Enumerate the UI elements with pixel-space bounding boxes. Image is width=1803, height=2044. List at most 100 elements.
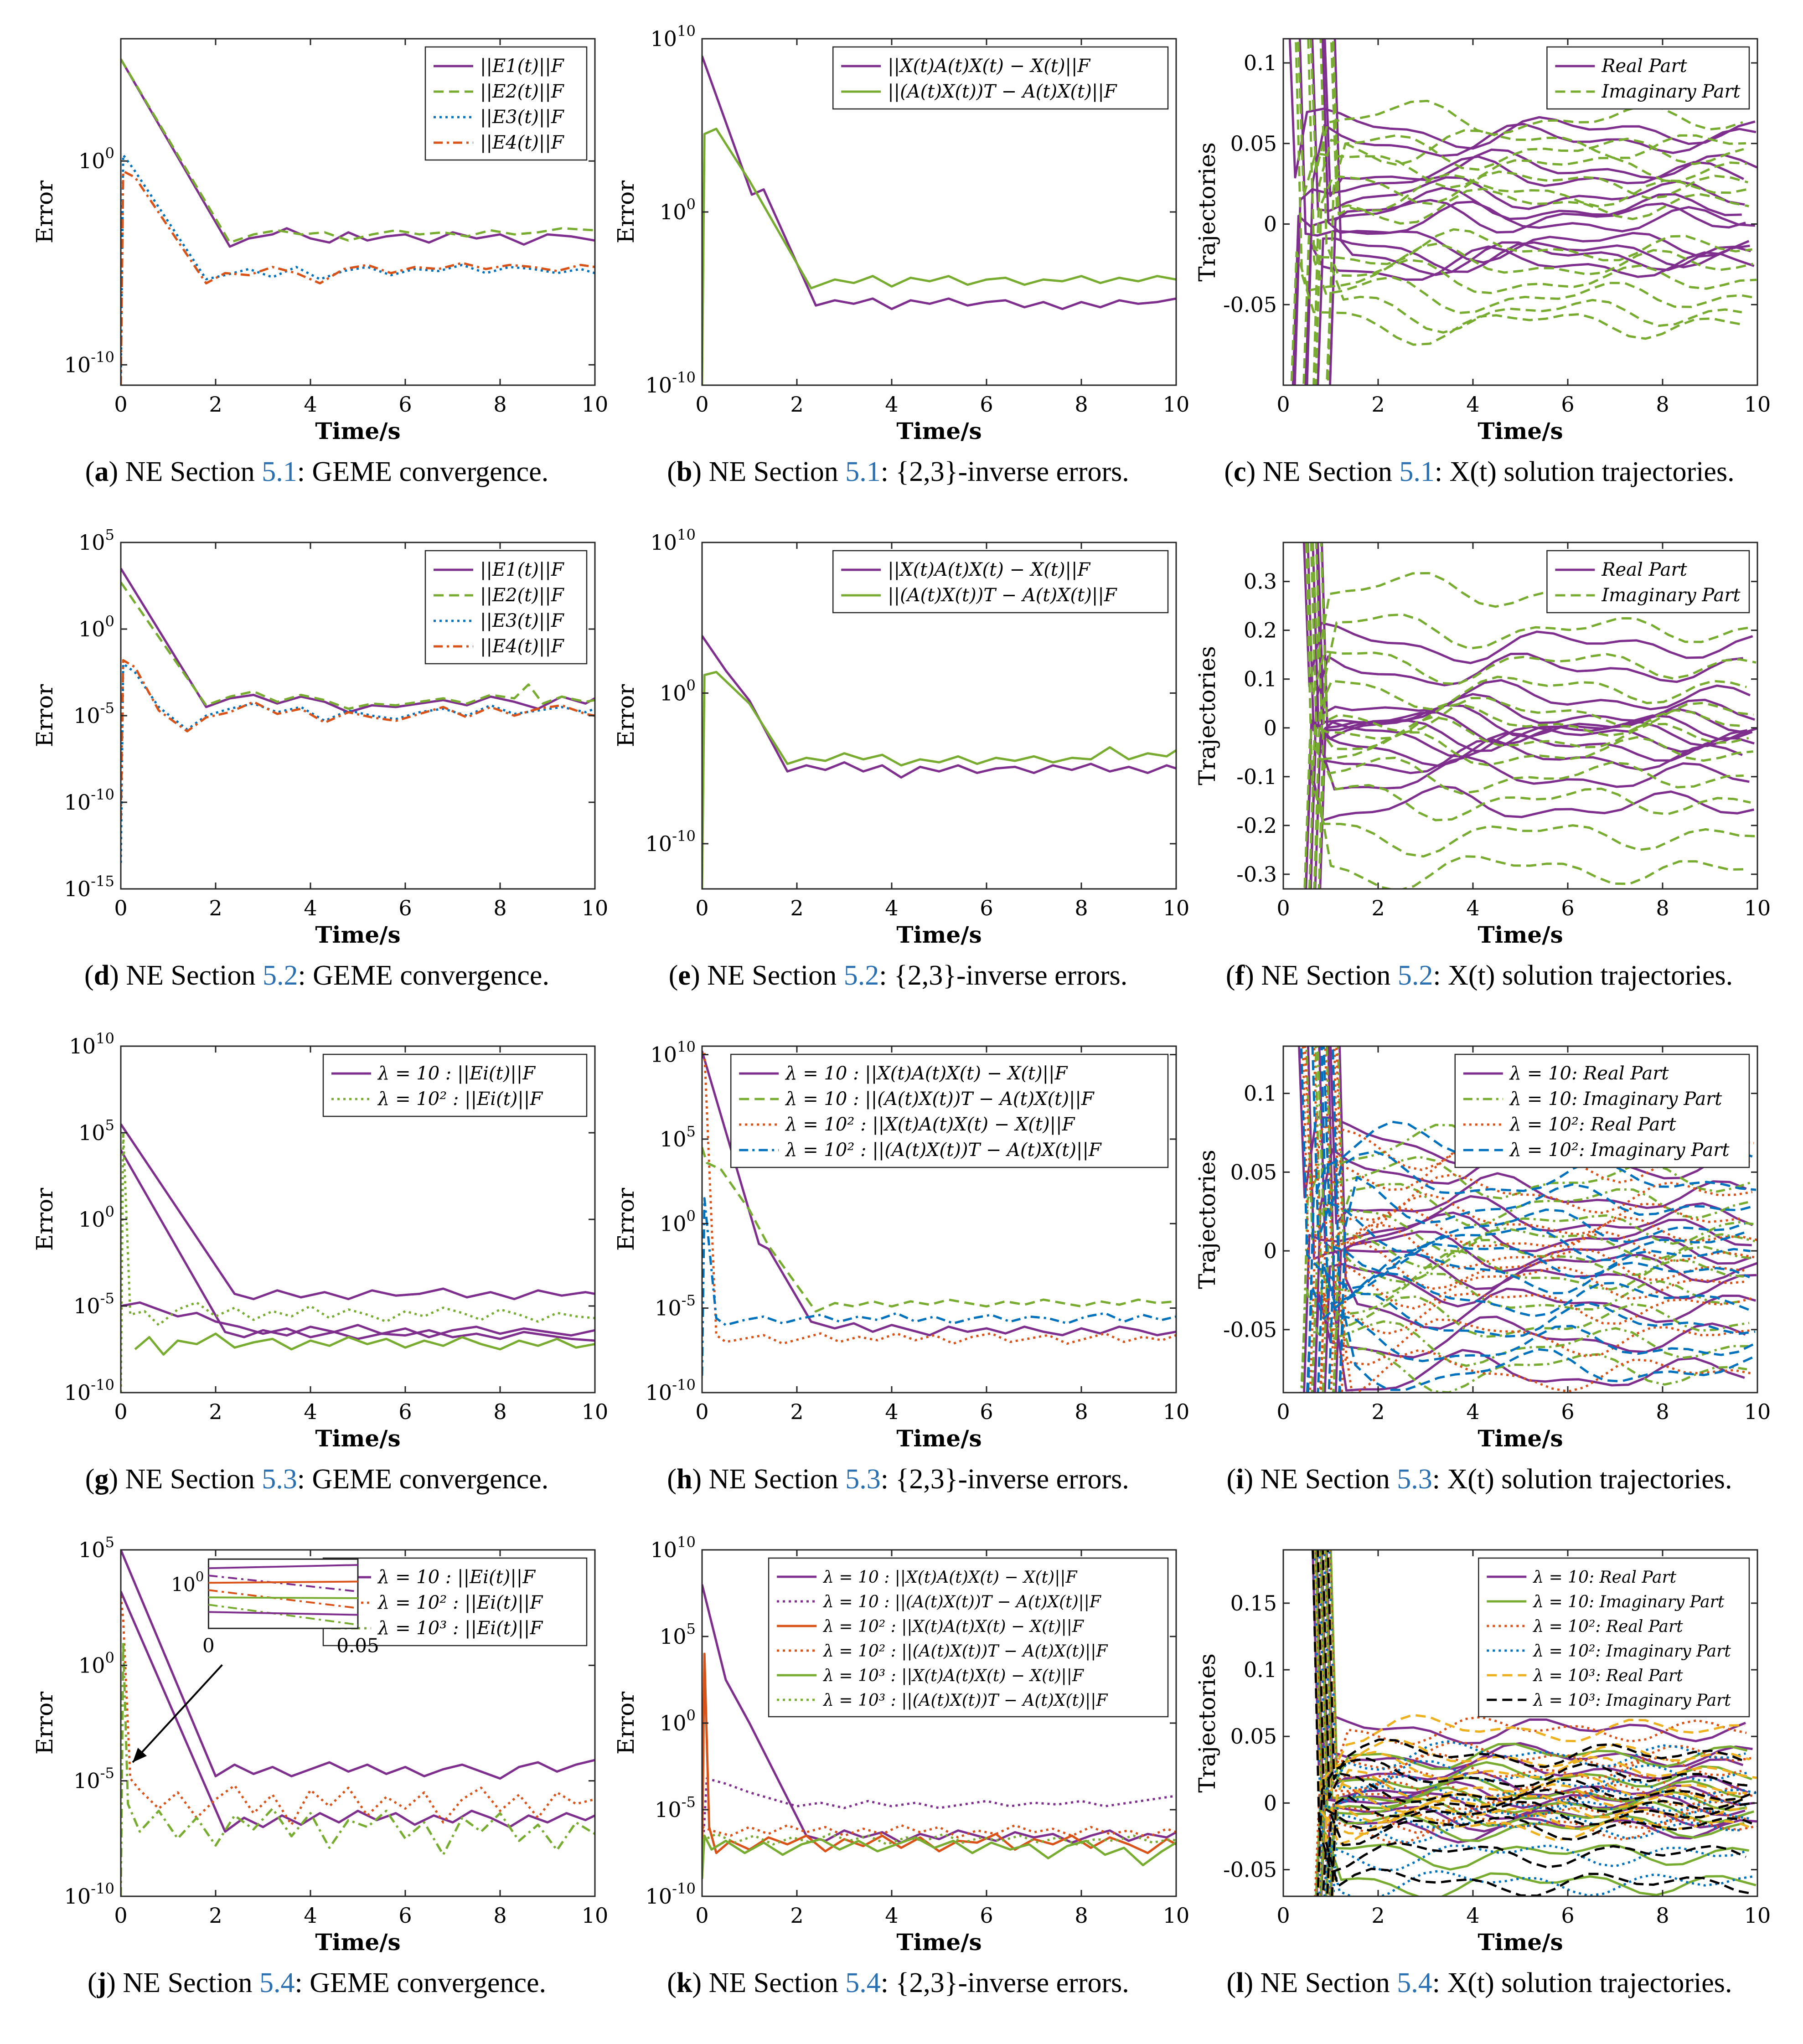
x-tick-label: 10	[582, 1399, 609, 1424]
x-tick-label: 10	[582, 392, 609, 417]
series-line-1	[121, 1123, 595, 1301]
x-tick-label: 6	[1561, 1903, 1574, 1928]
trajectory-line	[1332, 39, 1749, 225]
x-tick-label: 4	[304, 1399, 317, 1424]
caption-text: : {2,3}-inverse errors.	[880, 1967, 1129, 1998]
x-tick-label: 8	[1656, 896, 1669, 920]
section-ref-link[interactable]: 5.1	[845, 456, 881, 487]
x-tick-label: 2	[209, 1399, 222, 1424]
plot-area	[1311, 1550, 1757, 1896]
caption-k: (k) NE Section 5.4: {2,3}-inverse errors…	[593, 1967, 1204, 1999]
plot-area	[121, 58, 595, 385]
section-ref-link[interactable]: 5.4	[1397, 1967, 1432, 1998]
trajectory-line	[1302, 542, 1753, 688]
section-ref-link[interactable]: 5.2	[262, 960, 298, 991]
series-line-3	[702, 1652, 1176, 1862]
caption-text: NE Section	[700, 960, 844, 991]
y-tick-label: 100	[78, 613, 114, 641]
trajectory-line	[1319, 1293, 1752, 1393]
trajectory-line	[1327, 1550, 1745, 1768]
legend-label: λ = 10³ : ||X(t)A(t)X(t) − X(t)||F	[822, 1667, 1085, 1685]
x-tick-label: 0	[1276, 1399, 1290, 1424]
trajectory-line	[1304, 765, 1755, 889]
inset-line	[208, 1611, 358, 1616]
trajectory-line	[1314, 170, 1748, 385]
legend: λ = 10 : ||Ei(t)||F λ = 10² : ||Ei(t)||F λ…	[322, 1557, 588, 1647]
section-ref-link[interactable]: 5.3	[845, 1464, 881, 1495]
y-tick-label: 0.1	[1244, 51, 1277, 75]
legend: ||E1(t)||F ||E2(t)||F ||E3(t)||F ||E4(t)||F	[424, 46, 588, 161]
plot-area	[702, 56, 1176, 385]
plot-area	[1288, 39, 1757, 385]
x-axis-label: Time/s	[896, 921, 982, 948]
y-tick-label: 0.05	[1230, 131, 1277, 156]
x-tick-label: 10	[1163, 1399, 1190, 1424]
section-ref-link[interactable]: 5.2	[1397, 960, 1433, 991]
trajectory-line	[1315, 1550, 1751, 1832]
section-ref-link[interactable]: 5.4	[259, 1967, 295, 1998]
legend-label: ||E3(t)||F	[480, 107, 564, 128]
legend-label: ||E1(t)||F	[480, 56, 564, 77]
trajectory-line	[1323, 39, 1757, 197]
legend-label: λ = 10²: Real Part	[1509, 1114, 1677, 1135]
trajectory-line	[1330, 39, 1747, 212]
y-tick-label: 10-10	[646, 827, 696, 856]
trajectory-line	[1324, 1046, 1757, 1248]
series-line-1	[702, 635, 1176, 779]
x-tick-label: 0	[695, 1903, 708, 1928]
series-line-2	[121, 58, 595, 244]
caption-text: : X(t) solution trajectories.	[1433, 960, 1733, 991]
y-tick-label: 0	[1264, 716, 1277, 740]
trajectory-line	[1333, 1183, 1750, 1393]
y-tick-label: 0	[1264, 1239, 1277, 1263]
caption-text: : GEME convergence.	[297, 456, 549, 487]
x-axis-label: Time/s	[1478, 418, 1563, 444]
x-tick-label: 2	[790, 1399, 803, 1424]
legend: λ = 10 : ||Ei(t)||F λ = 10² : ||Ei(t)||F	[322, 1053, 588, 1117]
section-ref-link[interactable]: 5.2	[843, 960, 879, 991]
legend-label: Imaginary Part	[1601, 585, 1741, 606]
y-tick-label: 10-10	[64, 1376, 114, 1405]
section-ref-link[interactable]: 5.4	[845, 1967, 881, 1998]
legend-label: ||X(t)A(t)X(t) − X(t)||F	[888, 56, 1090, 77]
x-tick-label: 8	[1075, 1399, 1088, 1424]
trajectory-line	[1317, 542, 1751, 715]
x-tick-label: 4	[885, 896, 898, 920]
y-axis-label: Error	[613, 181, 639, 243]
x-tick-label: 8	[493, 1399, 506, 1424]
y-tick-label: 100	[660, 676, 696, 705]
plot-area	[121, 1123, 595, 1393]
trajectory-line	[1302, 228, 1752, 385]
caption-text: NE Section	[702, 1464, 846, 1495]
caption-letter: (k)	[667, 1967, 702, 1998]
series-line-1	[702, 56, 1176, 310]
x-tick-label: 2	[1371, 392, 1385, 417]
section-ref-link[interactable]: 5.3	[262, 1464, 297, 1495]
legend-label: ||E2(t)||F	[480, 585, 564, 606]
legend-label: λ = 10 : ||(A(t)X(t))T − A(t)X(t)||F	[822, 1593, 1102, 1611]
legend-label: λ = 10: Imaginary Part	[1532, 1593, 1725, 1611]
y-tick-label: 1010	[650, 526, 696, 555]
caption-letter: (g)	[85, 1464, 119, 1495]
section-ref-link[interactable]: 5.3	[1397, 1464, 1432, 1495]
plot-area	[1298, 1046, 1757, 1393]
trajectory-line	[1317, 1739, 1750, 1896]
y-tick-label: -0.1	[1236, 764, 1277, 789]
trajectory-line	[1332, 1785, 1748, 1896]
section-ref-link[interactable]: 5.1	[262, 456, 297, 487]
y-axis-label: Trajectories	[1194, 1653, 1220, 1793]
chart-f: 0 2 4 6 8 10 0.3 0.2 0.1 0 -0.1 -0.2 -0.3 Time/s Traje…	[1194, 542, 1771, 948]
x-tick-label: 2	[790, 392, 803, 417]
section-ref-link[interactable]: 5.1	[1399, 456, 1435, 487]
trajectory-line	[1304, 243, 1755, 385]
inset-line	[208, 1580, 358, 1584]
x-tick-label: 10	[1163, 392, 1190, 417]
inset-line	[208, 1596, 358, 1600]
y-tick-label: -0.05	[1223, 1317, 1277, 1342]
trajectory-line	[1307, 39, 1757, 315]
legend-label: ||E4(t)||F	[480, 132, 564, 153]
x-tick-label: 2	[1371, 1903, 1385, 1928]
legend-label: ||X(t)A(t)X(t) − X(t)||F	[888, 559, 1090, 580]
